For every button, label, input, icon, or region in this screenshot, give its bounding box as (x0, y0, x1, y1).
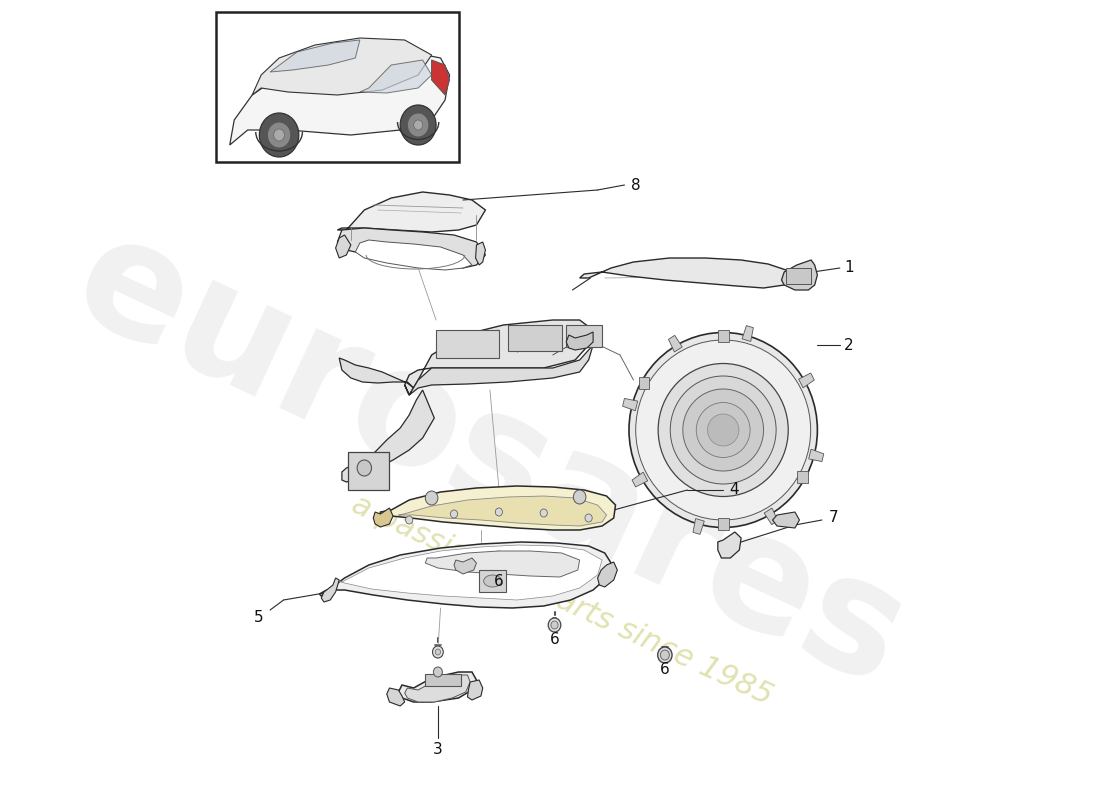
Polygon shape (597, 562, 617, 587)
Circle shape (585, 514, 592, 522)
Ellipse shape (670, 376, 777, 484)
Circle shape (540, 509, 548, 517)
Polygon shape (693, 518, 704, 534)
Bar (718, 518, 728, 530)
Polygon shape (355, 240, 472, 270)
Circle shape (548, 618, 561, 632)
Bar (639, 377, 649, 389)
Circle shape (426, 491, 438, 505)
Text: eurosares: eurosares (52, 201, 928, 719)
Polygon shape (580, 258, 791, 288)
Polygon shape (405, 320, 593, 395)
Polygon shape (718, 532, 741, 558)
Text: 3: 3 (433, 742, 443, 758)
Polygon shape (398, 672, 476, 702)
Polygon shape (431, 60, 450, 95)
Text: 7: 7 (828, 510, 838, 526)
Circle shape (551, 621, 558, 629)
Polygon shape (319, 542, 610, 608)
Circle shape (267, 122, 290, 148)
Polygon shape (271, 40, 360, 72)
Polygon shape (632, 472, 648, 487)
Circle shape (406, 516, 412, 524)
Circle shape (660, 650, 670, 660)
Ellipse shape (636, 340, 811, 520)
Polygon shape (336, 545, 602, 600)
Circle shape (658, 647, 672, 663)
Text: 6: 6 (494, 574, 504, 590)
Circle shape (495, 551, 503, 559)
Circle shape (493, 548, 505, 562)
Text: 5: 5 (254, 610, 263, 625)
Text: 2: 2 (844, 338, 854, 353)
Text: a passion for parts since 1985: a passion for parts since 1985 (346, 490, 777, 710)
Polygon shape (339, 358, 414, 388)
Circle shape (433, 667, 442, 677)
Polygon shape (669, 335, 682, 352)
Ellipse shape (683, 389, 763, 471)
Bar (217, 12, 459, 162)
Text: 8: 8 (631, 178, 641, 193)
Ellipse shape (629, 333, 817, 527)
Circle shape (436, 649, 441, 655)
Bar (436, 330, 499, 358)
Bar (718, 330, 728, 342)
Bar (566, 325, 602, 347)
Polygon shape (764, 508, 778, 525)
Polygon shape (772, 512, 800, 528)
Bar (349, 452, 388, 490)
Bar (508, 325, 562, 351)
Polygon shape (426, 551, 580, 577)
Polygon shape (566, 332, 593, 350)
Polygon shape (405, 675, 470, 702)
Polygon shape (230, 50, 450, 145)
Polygon shape (360, 60, 431, 93)
Circle shape (414, 120, 422, 130)
Polygon shape (781, 260, 817, 290)
Bar (426, 674, 461, 686)
Circle shape (260, 113, 299, 157)
Polygon shape (454, 558, 476, 574)
Ellipse shape (658, 363, 789, 497)
Text: 6: 6 (660, 662, 670, 678)
Bar (480, 570, 506, 592)
Bar (798, 471, 807, 483)
Circle shape (450, 510, 458, 518)
Polygon shape (336, 235, 351, 258)
Polygon shape (623, 398, 638, 410)
Circle shape (274, 129, 285, 141)
Polygon shape (398, 496, 606, 526)
Polygon shape (377, 486, 616, 530)
Polygon shape (799, 373, 814, 388)
Polygon shape (338, 228, 485, 268)
Ellipse shape (707, 414, 739, 446)
Circle shape (400, 105, 436, 145)
Text: 6: 6 (550, 633, 560, 647)
Polygon shape (387, 688, 405, 706)
Text: 4: 4 (729, 482, 739, 498)
Polygon shape (338, 192, 485, 232)
Circle shape (573, 490, 586, 504)
Circle shape (407, 113, 429, 137)
Text: 1: 1 (844, 261, 854, 275)
Circle shape (432, 646, 443, 658)
Polygon shape (321, 578, 339, 602)
Bar (786, 268, 811, 284)
Circle shape (358, 460, 372, 476)
Polygon shape (468, 680, 483, 700)
Polygon shape (252, 38, 431, 95)
Polygon shape (475, 242, 485, 265)
Polygon shape (742, 326, 754, 342)
Polygon shape (808, 450, 824, 462)
Polygon shape (373, 508, 393, 527)
Circle shape (495, 508, 503, 516)
Polygon shape (342, 390, 435, 482)
Ellipse shape (484, 575, 502, 587)
Ellipse shape (696, 402, 750, 458)
Polygon shape (405, 345, 593, 395)
